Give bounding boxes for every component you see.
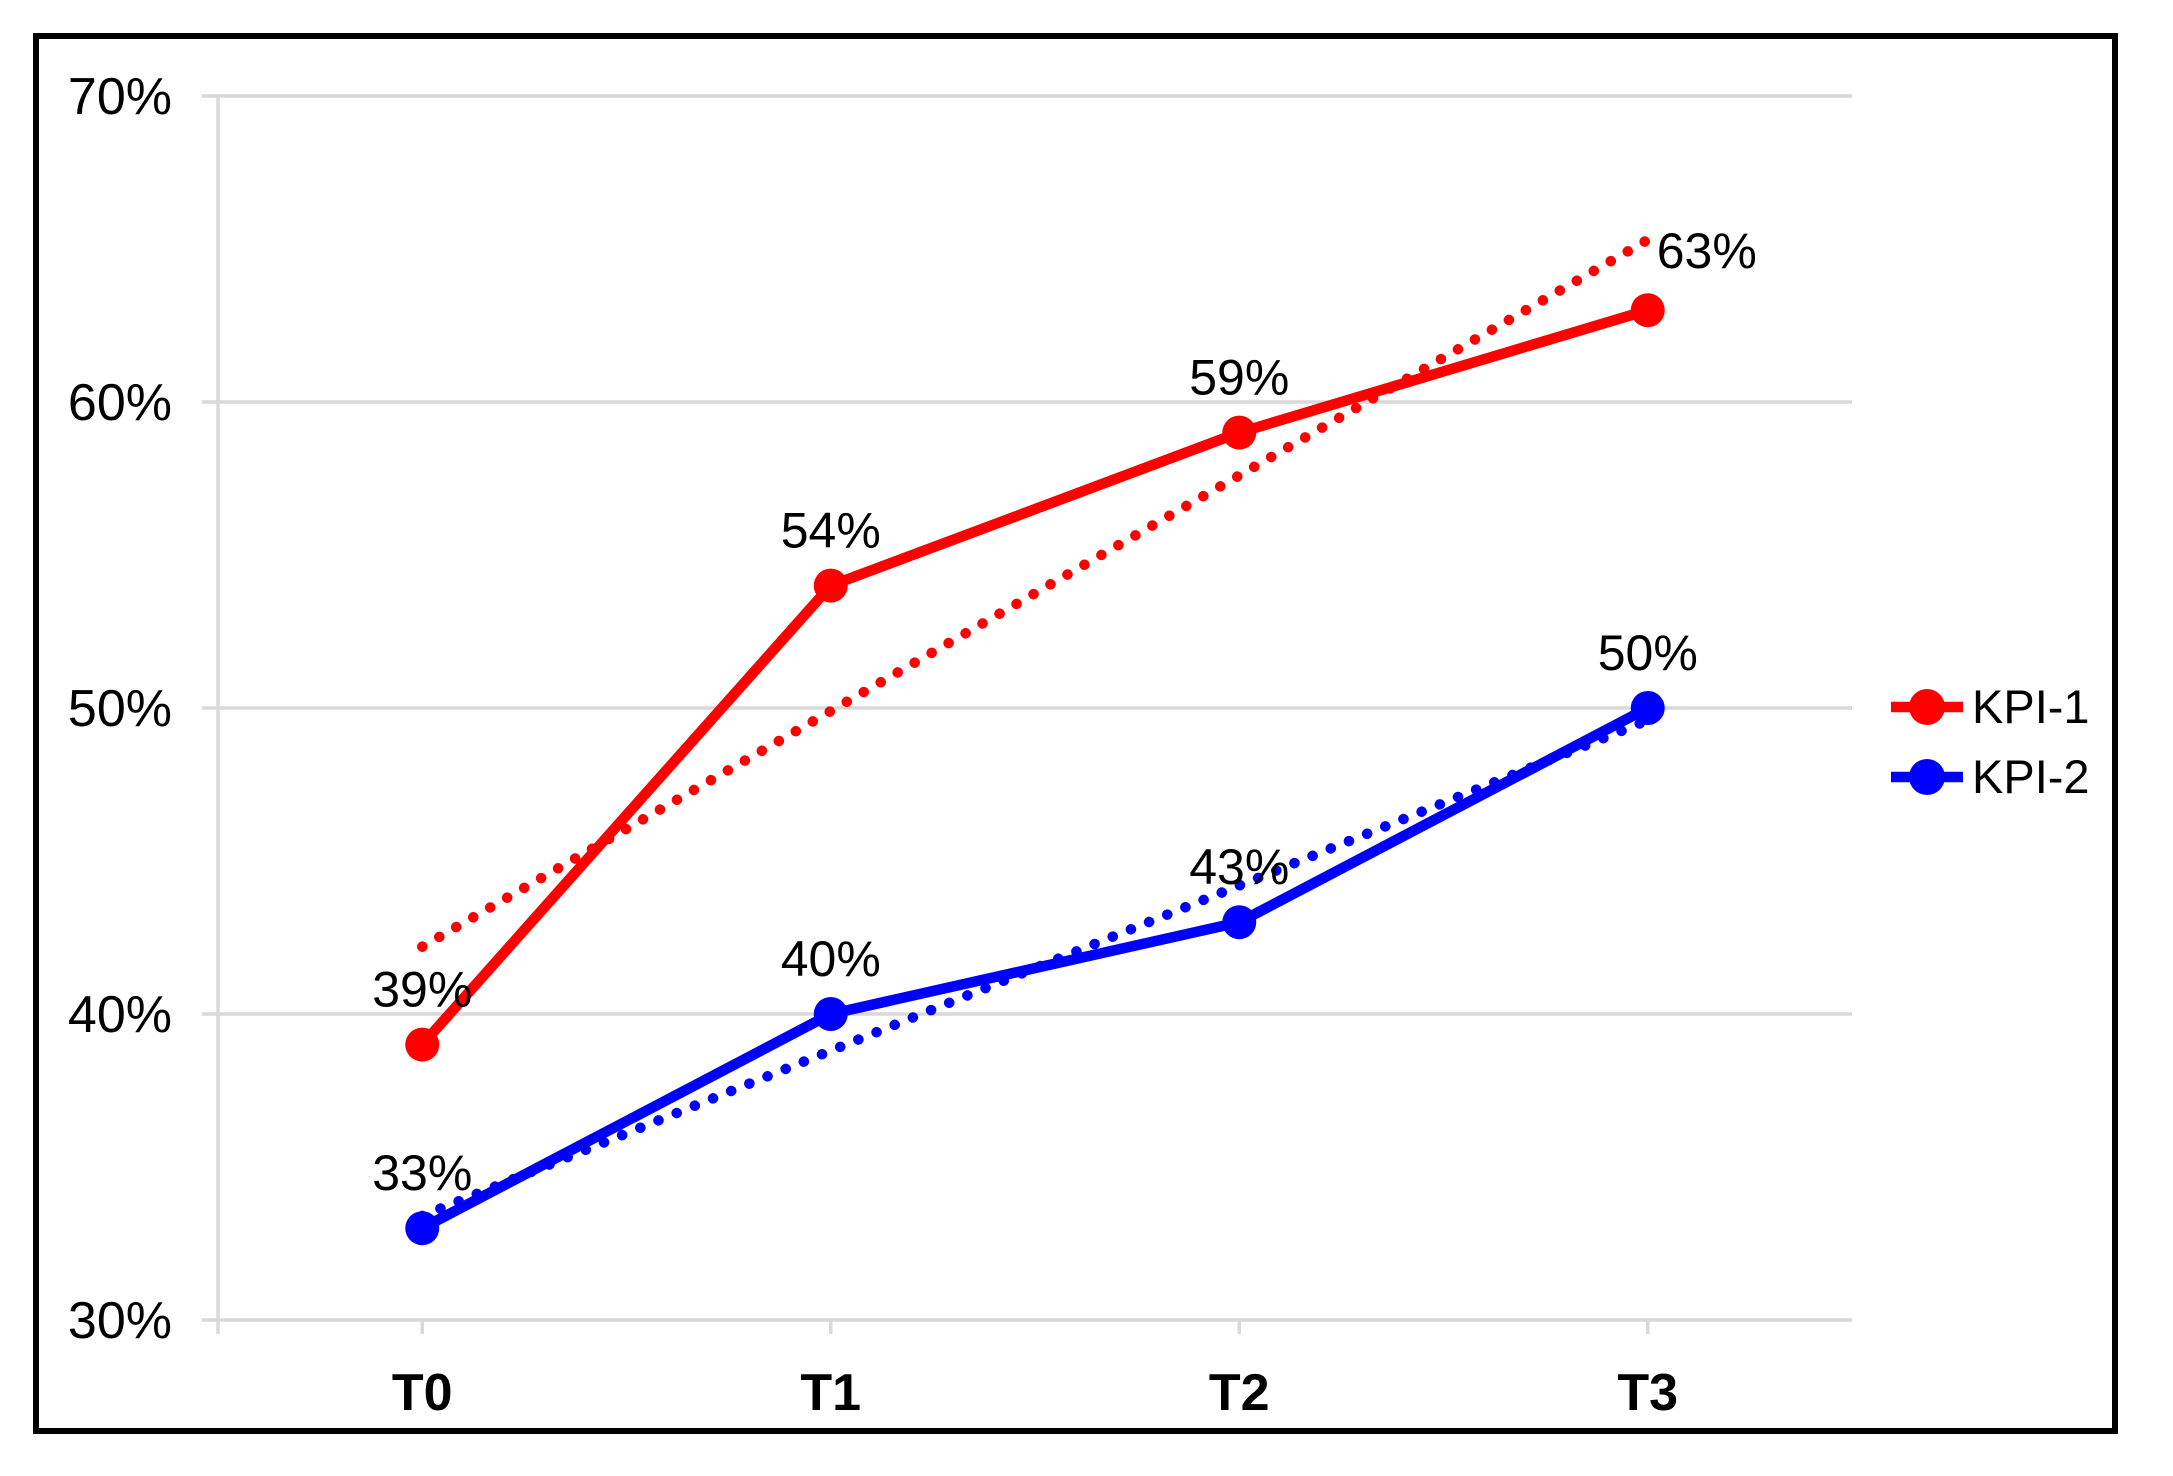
kpi-2-data-label-t0: 33% [372, 1145, 472, 1201]
kpi-1-line [417, 304, 1653, 1050]
kpi-2-marker-t1 [813, 997, 848, 1031]
kpi-1-data-label-t3: 63% [1657, 223, 1757, 279]
legend-swatch-marker-kpi-1 [1909, 689, 1945, 725]
kpi-2-data-label-t2: 43% [1189, 839, 1289, 895]
legend-item-kpi-1: KPI-1 [1891, 680, 2090, 733]
y-tick-label: 60% [68, 374, 172, 432]
kpi-1-marker-t2 [1222, 415, 1257, 450]
kpi-1-data-label-t0: 39% [372, 962, 472, 1018]
y-tick-label: 40% [68, 986, 172, 1044]
y-tick-label: 70% [68, 68, 172, 126]
legend-swatch-marker-kpi-2 [1909, 759, 1945, 795]
y-tick-label: 50% [68, 680, 172, 738]
x-category-label: T1 [800, 1364, 861, 1422]
kpi-2-trendline [417, 714, 1653, 1222]
kpi-1-marker-t0 [405, 1027, 440, 1062]
kpi-2-data-label-t3: 50% [1598, 625, 1698, 681]
kpi-1-data-label-t2: 59% [1189, 350, 1289, 406]
x-category-label: T0 [392, 1364, 453, 1422]
kpi-2-marker-t2 [1222, 905, 1257, 940]
kpi-1-data-label-t1: 54% [781, 503, 881, 559]
kpi-1-marker-t3 [1630, 293, 1665, 328]
legend-item-kpi-2: KPI-2 [1891, 750, 2090, 803]
figure-border [33, 33, 2118, 1434]
legend-label-kpi-1: KPI-1 [1972, 680, 2090, 733]
kpi-1-trendline [417, 234, 1653, 952]
x-category-label: T3 [1617, 1364, 1678, 1422]
legend: KPI-1 KPI-2 [1891, 680, 2090, 803]
kpi-2-marker-t3 [1630, 691, 1665, 725]
kpi-1-marker-t1 [813, 568, 848, 603]
kpi-2-marker-t0 [405, 1211, 440, 1246]
kpi-2-line [417, 702, 1653, 1234]
kpi-2-data-label-t1: 40% [781, 931, 881, 987]
y-tick-label: 30% [68, 1292, 172, 1350]
legend-label-kpi-2: KPI-2 [1972, 750, 2090, 803]
x-category-label: T2 [1209, 1364, 1270, 1422]
